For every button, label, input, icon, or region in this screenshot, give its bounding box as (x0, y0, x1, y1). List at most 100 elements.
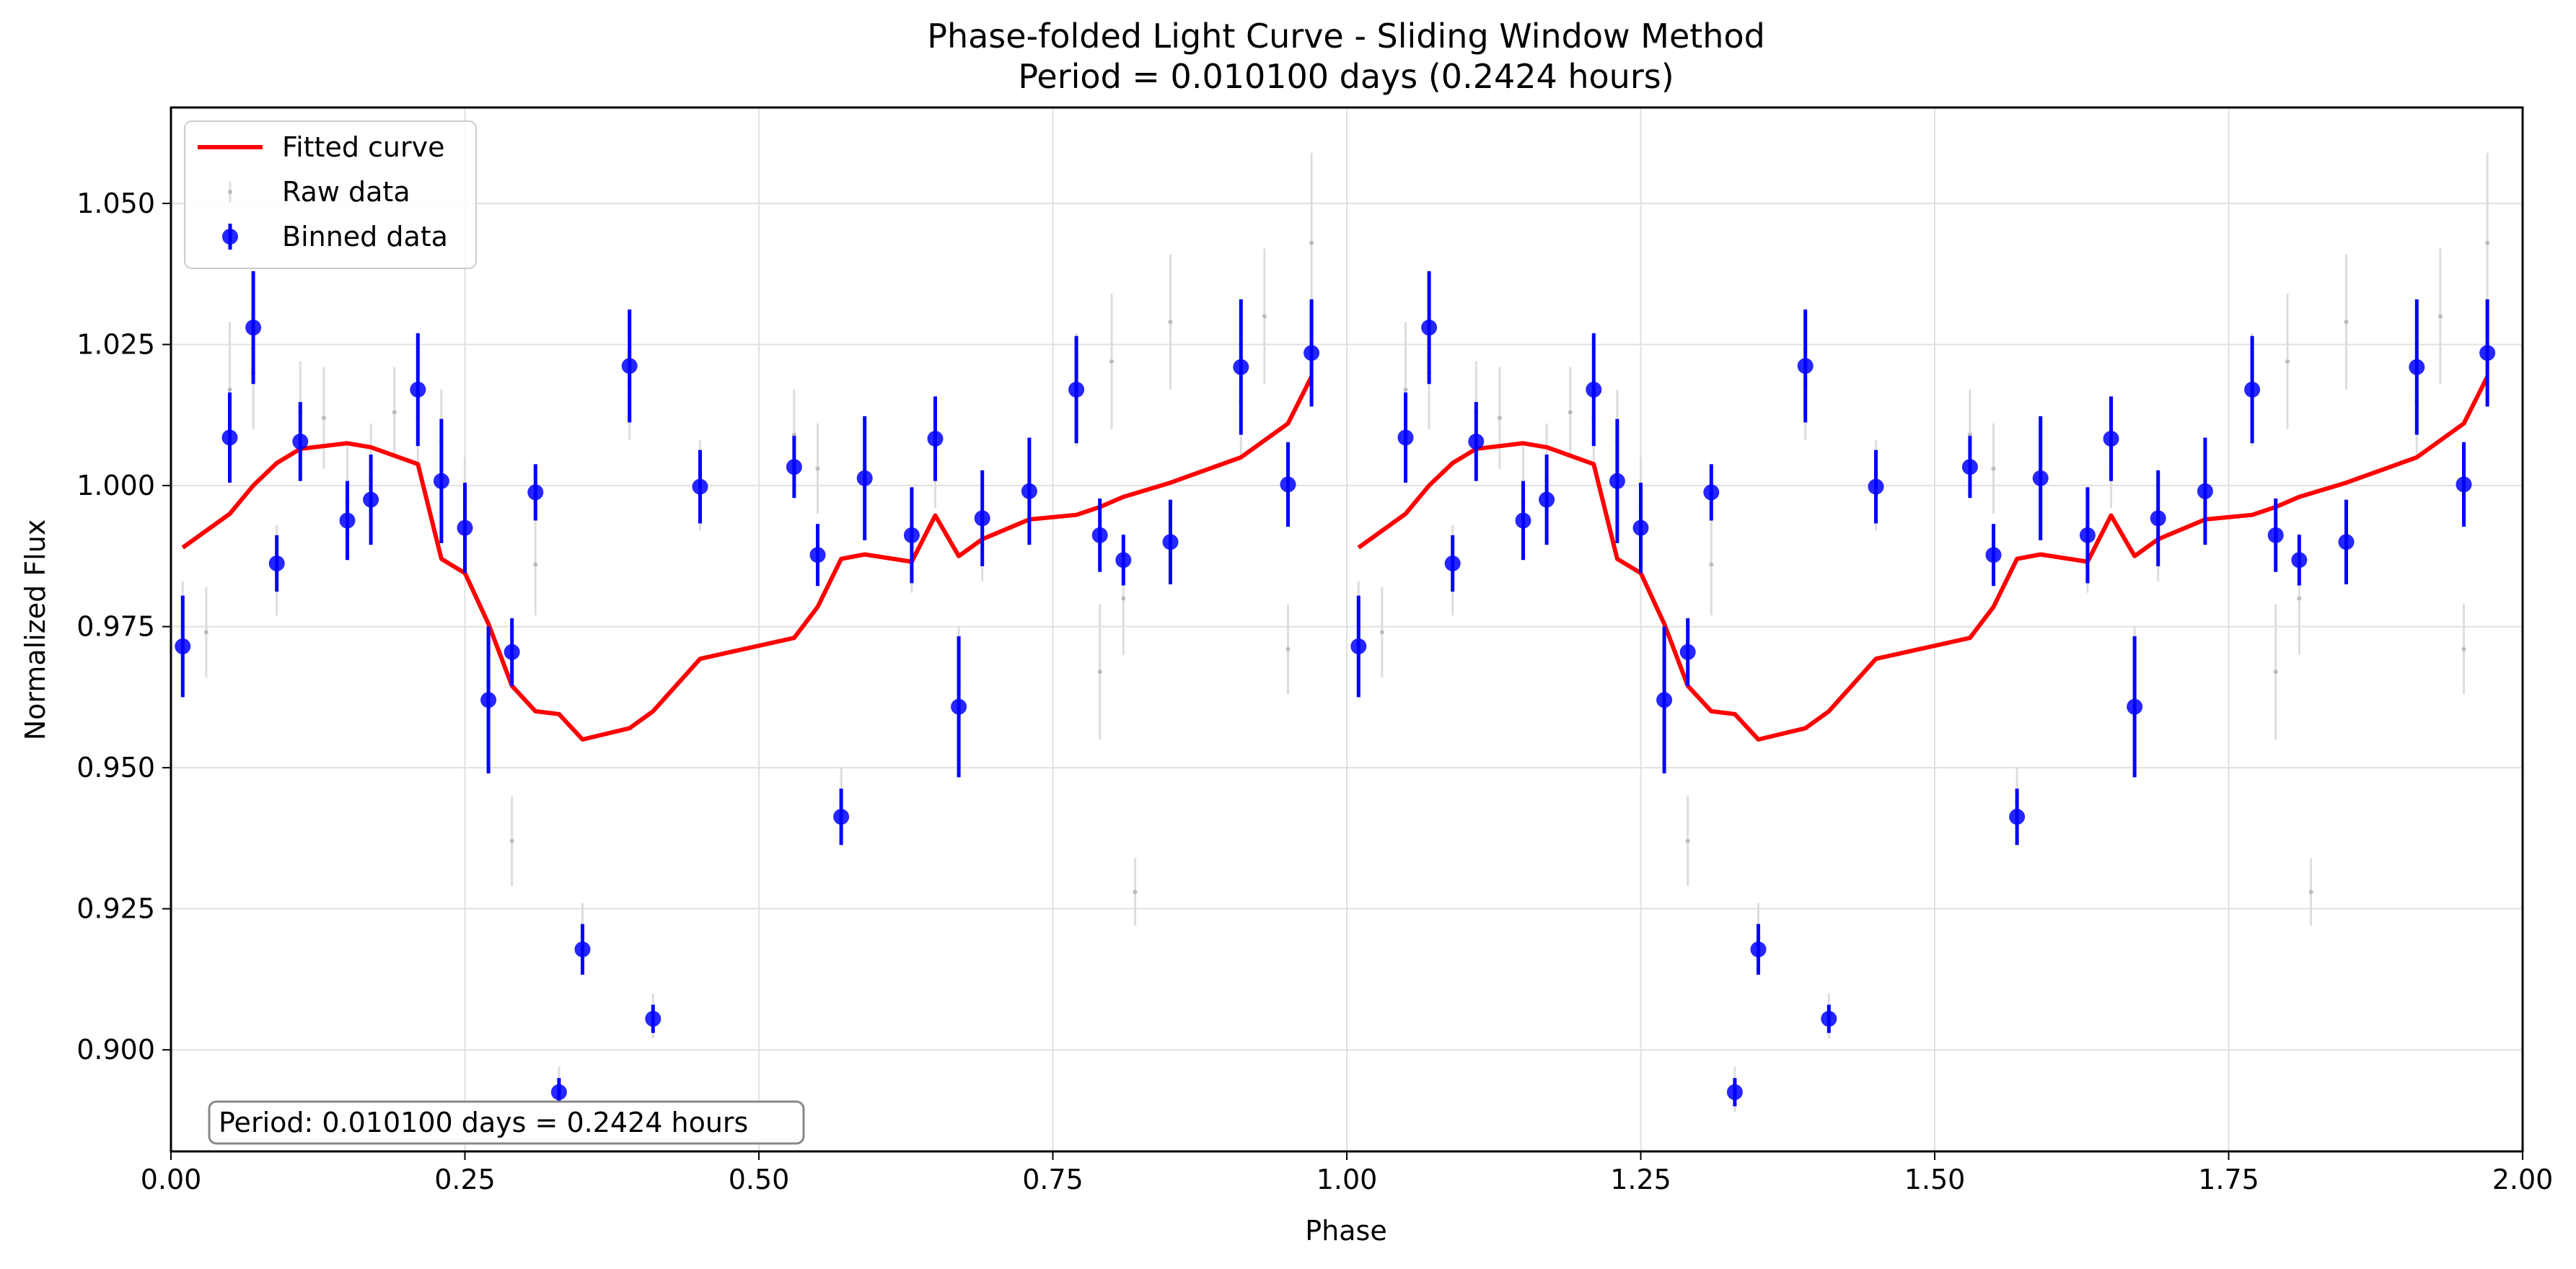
binned-point (363, 491, 379, 508)
binned-point (927, 431, 944, 447)
x-tick-label: 1.00 (1316, 1164, 1378, 1195)
binned-point (903, 527, 920, 543)
y-tick-label: 0.950 (76, 752, 155, 783)
binned-point (1468, 434, 1485, 450)
raw-point (1168, 320, 1173, 325)
raw-point (1685, 838, 1690, 843)
y-axis-ticks: 0.900 0.925 0.950 0.975 1.000 1.025 1.050 (76, 188, 171, 1066)
binned-point (268, 555, 285, 571)
binned-point (2267, 527, 2284, 543)
binned-point (574, 941, 591, 957)
binned-point (833, 809, 850, 825)
period-annotation-box (208, 1100, 805, 1145)
legend-fitted-label: Fitted curve (282, 131, 445, 163)
raw-point (1568, 410, 1573, 415)
binned-point (1091, 527, 1108, 543)
raw-point (815, 466, 820, 471)
binned-point (1421, 320, 1438, 336)
raw-point (1497, 416, 1502, 421)
x-tick-label: 0.75 (1022, 1164, 1083, 1195)
binned-point (1304, 345, 1320, 361)
binned-point (786, 459, 802, 475)
binned-point (951, 698, 967, 715)
chart-subtitle: Period = 0.010100 days (0.2424 hours) (1018, 57, 1674, 96)
binned-point (1679, 644, 1696, 660)
binned-point (1726, 1084, 1743, 1100)
binned-point (1350, 638, 1367, 654)
binned-point (1797, 358, 1814, 374)
binned-point (2291, 552, 2308, 568)
y-tick-label: 0.900 (76, 1034, 155, 1066)
binned-point (2197, 483, 2213, 499)
binned-point (1515, 512, 1531, 529)
binned-point (1539, 491, 1555, 508)
binned-point (480, 692, 497, 708)
raw-point (2273, 669, 2278, 675)
binned-point (1397, 429, 1414, 446)
raw-point (2308, 890, 2313, 895)
fitted-curve-line (181, 375, 1314, 742)
binned-point (504, 644, 520, 660)
x-axis-label: Phase (1305, 1215, 1386, 1247)
y-tick-label: 0.975 (76, 611, 155, 643)
binned-point (1280, 476, 1296, 493)
binned-point (292, 434, 309, 450)
y-tick-label: 1.000 (76, 470, 155, 501)
binned-point (1703, 484, 1720, 501)
raw-point (533, 562, 538, 567)
binned-point (550, 1084, 567, 1100)
binned-point (1162, 534, 1179, 550)
raw-point (203, 630, 208, 635)
x-tick-label: 0.25 (434, 1164, 496, 1195)
binned-point (410, 382, 426, 398)
binned-point (2009, 809, 2026, 825)
raw-point (2485, 240, 2490, 245)
binned-point (1586, 382, 1602, 398)
binned-point (2150, 510, 2166, 527)
binned-point (433, 473, 449, 489)
binned-point (221, 429, 238, 446)
raw-point (2344, 320, 2349, 325)
raw-point (1403, 387, 1408, 392)
binned-point (1115, 552, 1132, 568)
binned-point (245, 320, 262, 336)
raw-point (1309, 240, 1314, 245)
binned-point (974, 510, 990, 527)
binned-point (1750, 941, 1767, 957)
raw-point (321, 416, 326, 421)
x-tick-label: 1.25 (1610, 1164, 1671, 1195)
binned-point (1656, 692, 1673, 708)
x-tick-label: 0.50 (729, 1164, 790, 1195)
binned-point (621, 358, 638, 374)
fitted-curve-line (1357, 375, 2489, 742)
raw-point (1097, 669, 1102, 675)
period-annotation-text: Period: 0.010100 days = 0.2424 hours (219, 1107, 748, 1138)
binned-point (2409, 359, 2425, 375)
y-tick-label: 0.925 (76, 893, 155, 925)
binned-point (2127, 698, 2143, 715)
raw-point (227, 387, 232, 392)
binned-point (2079, 527, 2096, 543)
raw-point (509, 838, 514, 843)
chart-title: Phase-folded Light Curve - Sliding Windo… (927, 17, 1765, 56)
binned-point (1068, 382, 1085, 398)
binned-point (1961, 459, 1978, 475)
y-tick-label: 1.050 (76, 188, 155, 219)
raw-point (2461, 646, 2466, 651)
binned-point (1632, 519, 1649, 536)
binned-point (645, 1011, 661, 1027)
x-axis-ticks: 0.00 0.25 0.50 0.75 1.00 1.25 1.50 1.75 2.00 (141, 1151, 2553, 1195)
legend-binned-label: Binned data (282, 221, 448, 253)
raw-point (1709, 562, 1714, 567)
raw-point (1133, 890, 1138, 895)
legend-box (184, 120, 477, 269)
binned-point (1985, 547, 2002, 563)
legend-raw-label: Raw data (282, 176, 410, 208)
binned-point (1821, 1011, 1837, 1027)
x-tick-label: 1.50 (1904, 1164, 1966, 1195)
binned-point (1021, 483, 1037, 499)
raw-point (1991, 466, 1996, 471)
binned-point (692, 478, 708, 495)
binned-point (527, 484, 544, 501)
